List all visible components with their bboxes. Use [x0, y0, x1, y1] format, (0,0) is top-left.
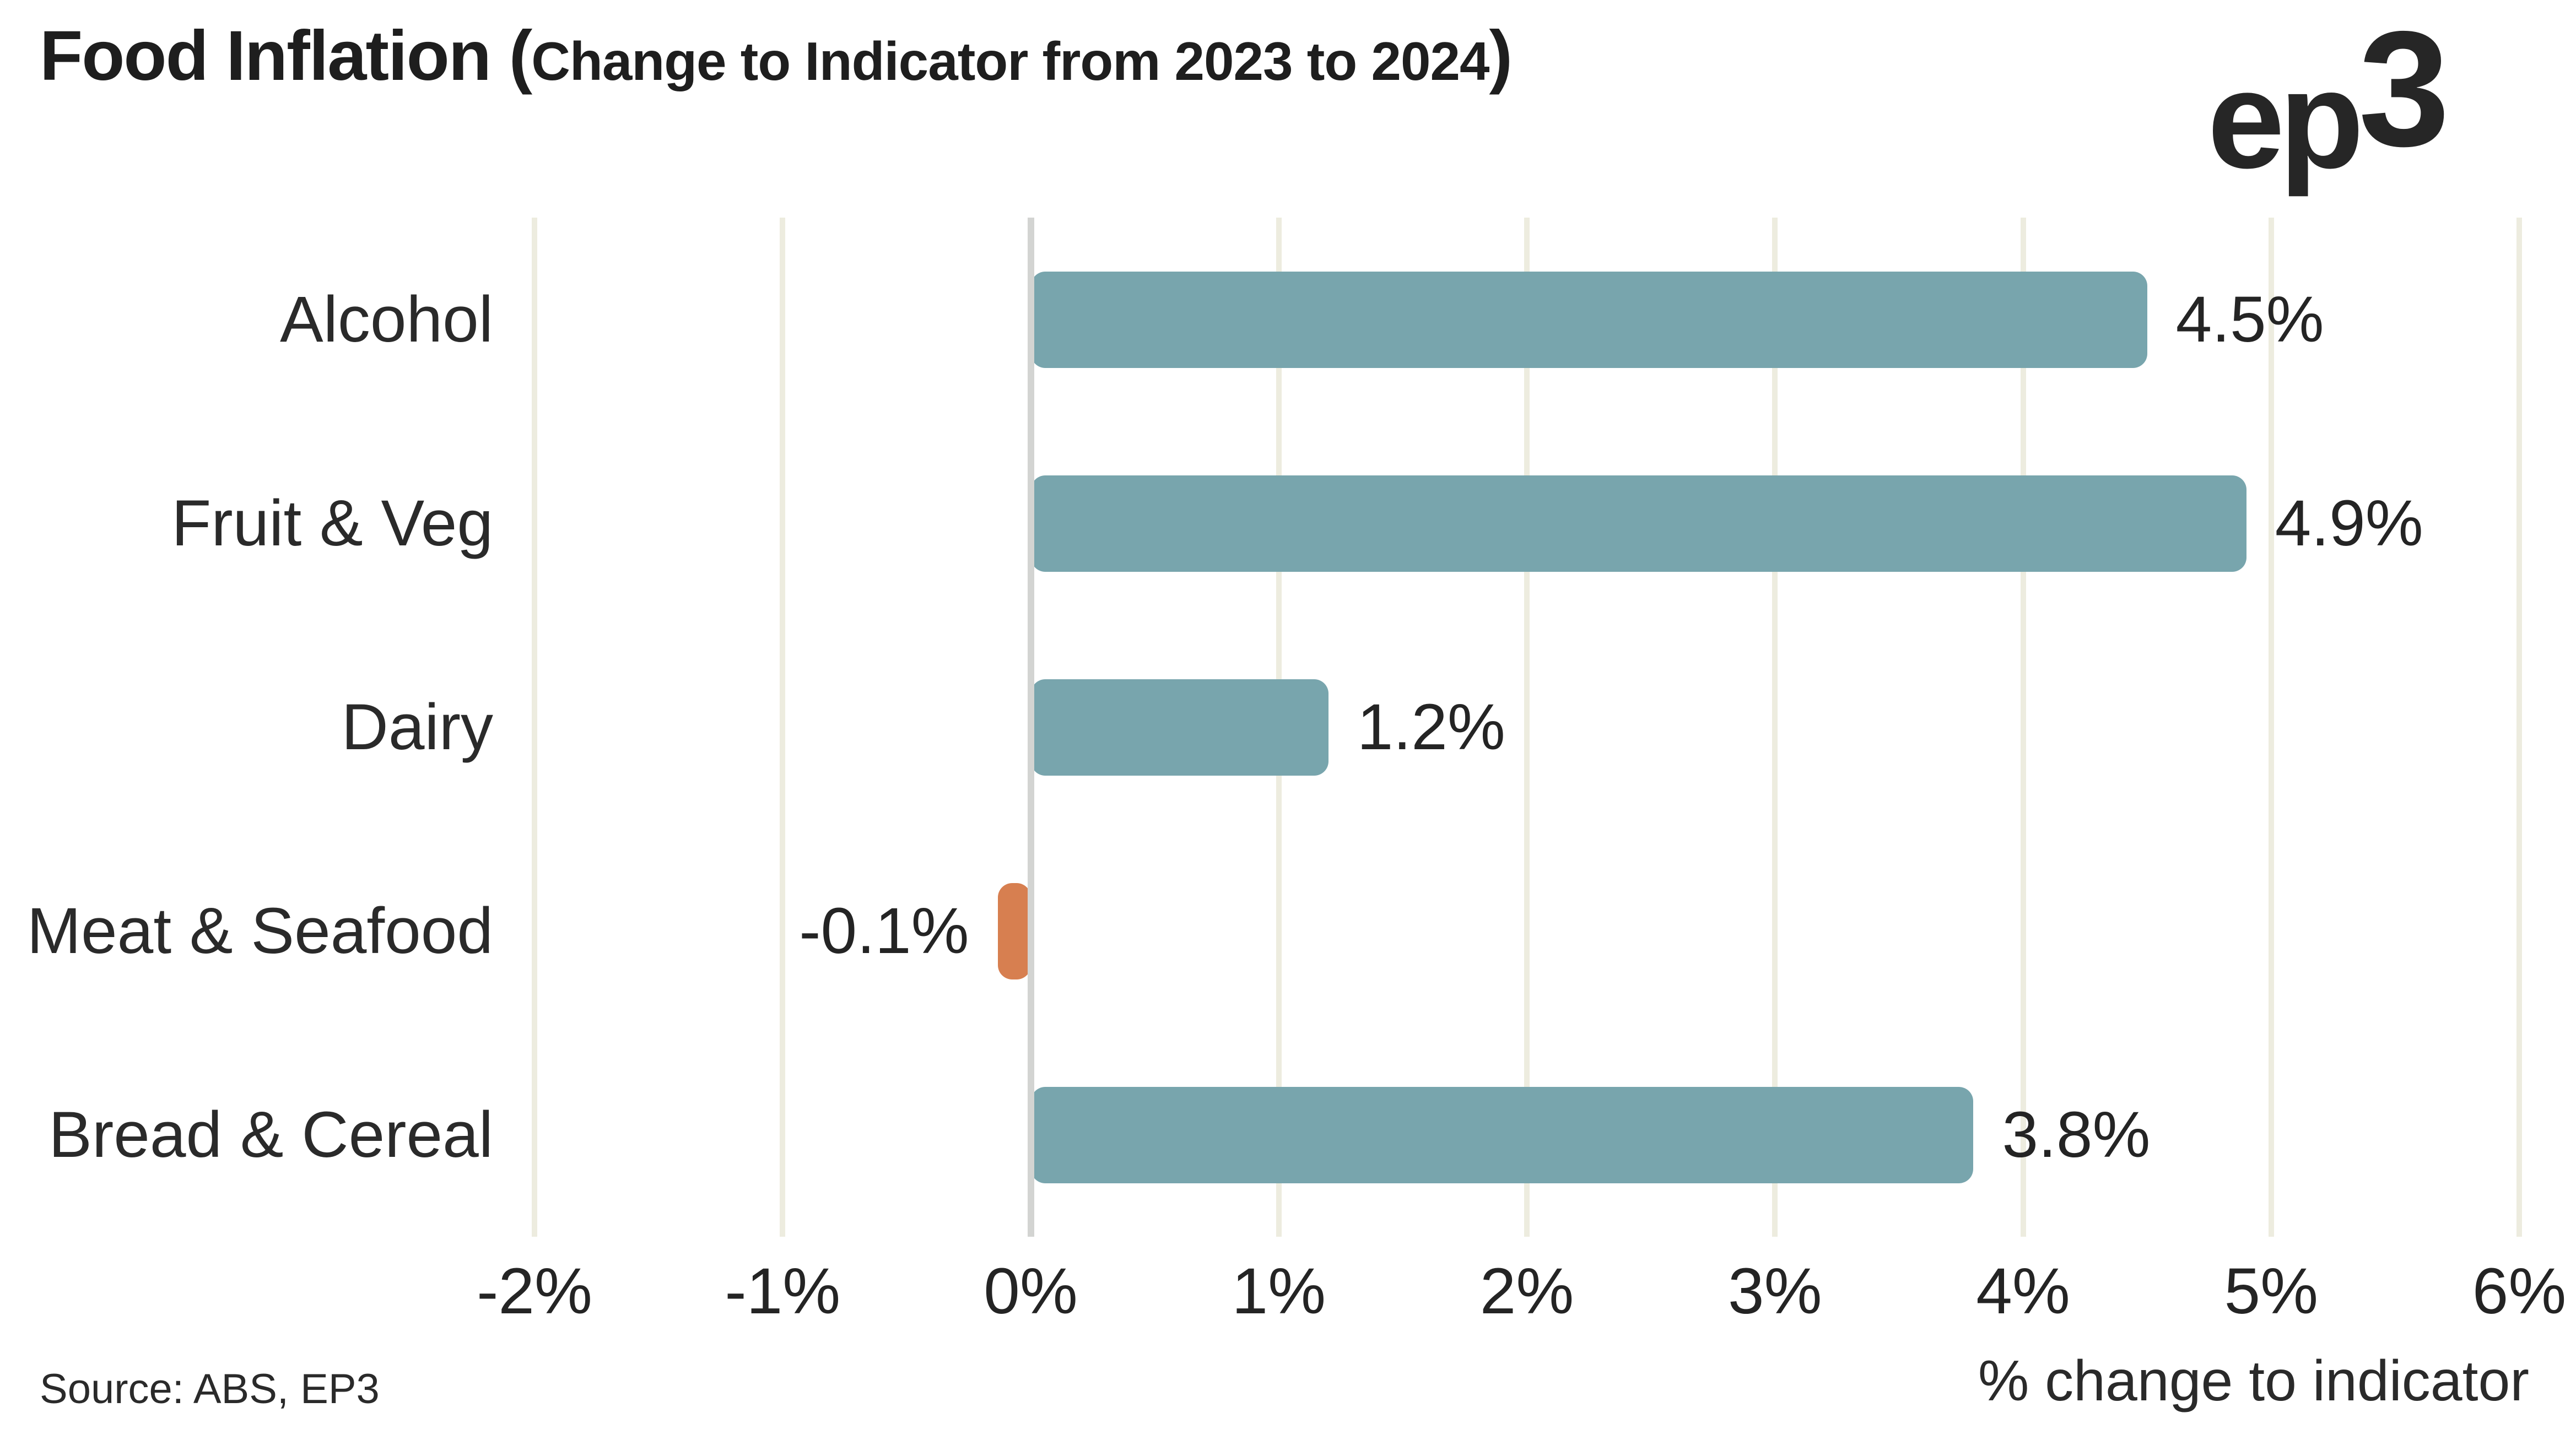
bar-meat-seafood [997, 883, 1031, 979]
x-tick-label--1pct: -1% [725, 1255, 841, 1328]
gridline [2516, 218, 2522, 1237]
ep3-logo-ep: ep [2207, 42, 2364, 197]
category-axis: Alcohol Fruit & Veg Dairy Meat & Seafood Bre… [0, 218, 493, 1237]
category-label-bread-cereal: Bread & Cereal [48, 1098, 493, 1171]
chart-title-close-paren: ) [1489, 17, 1513, 95]
gridline [2268, 218, 2274, 1237]
source-note: Source: ABS, EP3 [40, 1366, 380, 1412]
category-label-alcohol: Alcohol [279, 283, 493, 356]
ep3-logo: ep3 [2207, 0, 2450, 205]
chart-title-main: Food Inflation ( [40, 17, 532, 95]
ep3-logo-3: 3 [2358, 0, 2450, 181]
x-axis-ticks: -2% -1% 0% 1% 2% 3% 4% 5% 6% [477, 1255, 2566, 1336]
x-tick-label-0pct: 0% [984, 1255, 1078, 1328]
gridline [532, 218, 537, 1237]
bar-value-label: -0.1% [799, 895, 969, 967]
zero-axis-line [1027, 218, 1034, 1237]
x-tick-label--2pct: -2% [477, 1255, 592, 1328]
x-tick-label-4pct: 4% [1976, 1255, 2070, 1328]
bar-dairy [1030, 679, 1328, 776]
gridline [1524, 218, 1530, 1237]
x-axis-title: % change to indicator [1978, 1349, 2529, 1413]
bar-value-label: 4.5% [2175, 283, 2324, 356]
bar-value-label: 4.9% [2275, 487, 2423, 560]
x-tick-label-1pct: 1% [1232, 1255, 1326, 1328]
gridline [780, 218, 786, 1237]
x-tick-label-6pct: 6% [2472, 1255, 2567, 1328]
category-label-meat-seafood: Meat & Seafood [26, 895, 493, 967]
bar-value-label: 1.2% [1357, 691, 1505, 764]
x-tick-label-5pct: 5% [2224, 1255, 2319, 1328]
x-tick-label-3pct: 3% [1727, 1255, 1822, 1328]
bar-bread-cereal [1030, 1086, 1974, 1183]
bar-value-label: 3.8% [2002, 1098, 2151, 1171]
category-label-dairy: Dairy [341, 691, 493, 764]
x-tick-label-2pct: 2% [1479, 1255, 1574, 1328]
category-label-fruit-veg: Fruit & Veg [171, 487, 493, 560]
bar-alcohol [1030, 271, 2147, 368]
gridline [2020, 218, 2026, 1237]
gridline [1772, 218, 1778, 1237]
chart-title-subtitle: Change to Indicator from 2023 to 2024 [531, 31, 1489, 91]
chart-title: Food Inflation ( Change to Indicator fro… [40, 15, 1513, 96]
plot-area: 4.5% 4.9% 1.2% -0.1% 3.8% [532, 218, 2522, 1237]
bar-fruit-veg [1030, 475, 2246, 572]
